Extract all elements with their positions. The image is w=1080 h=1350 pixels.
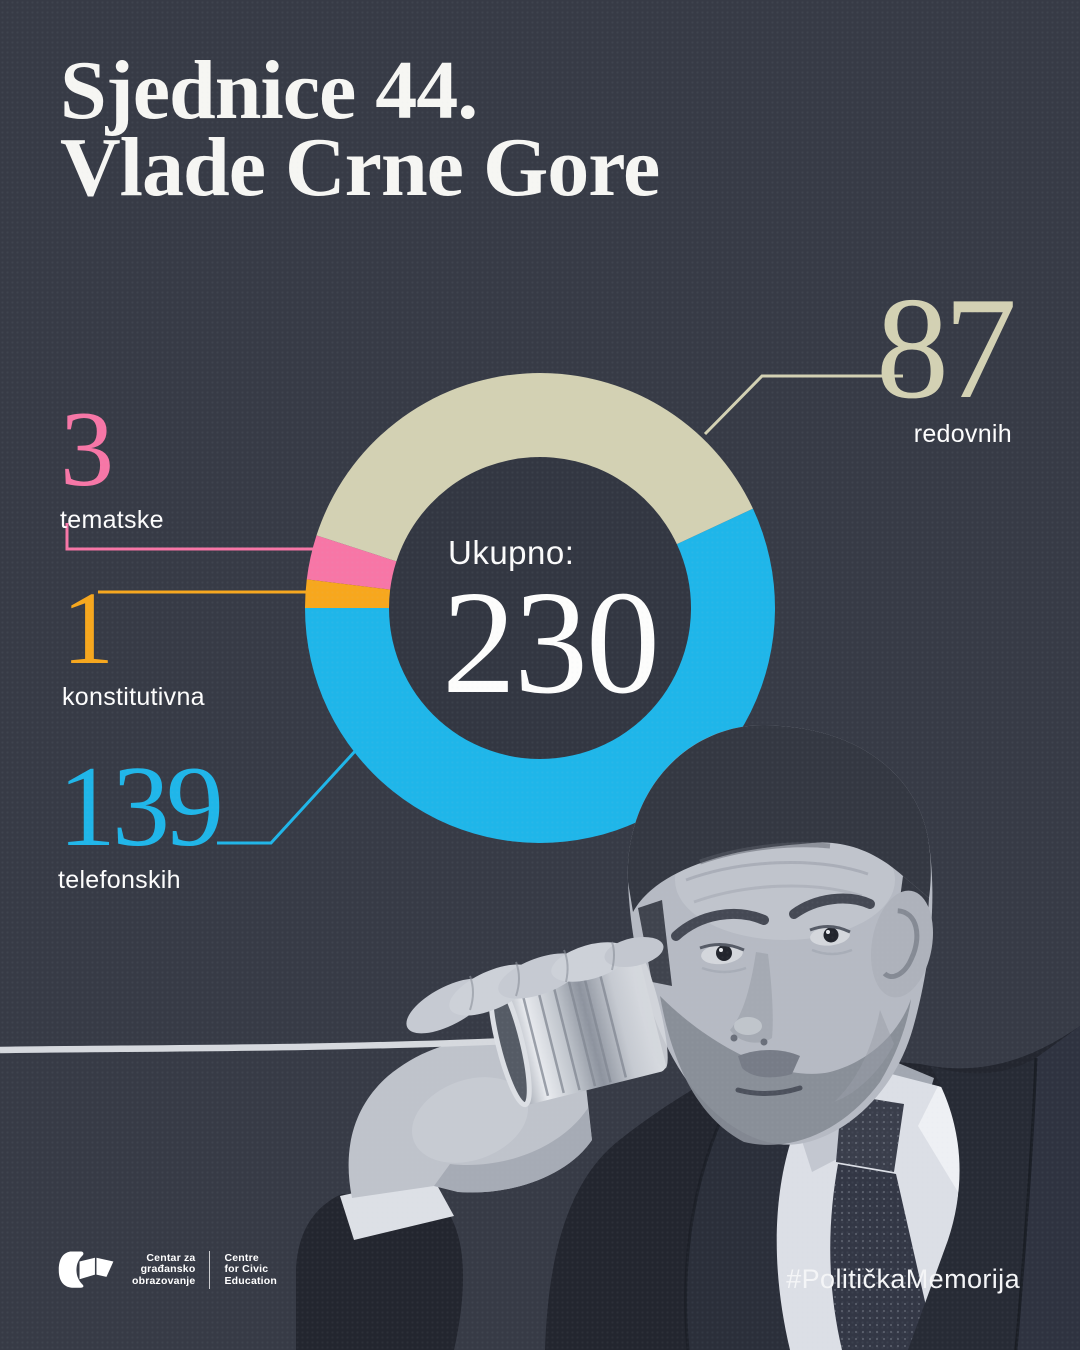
logo-text-local: Centar za građansko obrazovanje [132,1251,196,1287]
donut-segment-tematske [306,535,397,590]
callout-telefonskih: 139 telefonskih [58,743,224,895]
suit-sleeve [296,1194,464,1350]
connector-telefonskih [217,747,359,845]
ear [871,890,933,998]
connector-tematske [65,523,316,551]
callout-tematske: 3 tematske [60,390,164,535]
telefonskih-label: telefonskih [58,866,181,895]
tematske-value: 3 [60,390,114,509]
donut-segments [305,373,775,844]
cce-logo-icon [58,1251,114,1288]
hair [627,725,931,912]
total-label: Ukupno: [448,534,575,571]
head [627,725,933,1145]
total-value: 230 [442,561,660,725]
logo-text-english: Centre for Civic Education [224,1251,278,1287]
title-line-2: Vlade Crne Gore [60,121,660,214]
callout-redovnih: 87 redovnih [876,267,1017,449]
donut-segment-konstitutivna [305,579,391,608]
eyebrow-right [789,893,875,919]
redovnih-value: 87 [876,267,1017,429]
donut-segment-telefonskih [305,508,775,844]
eye-right [809,925,853,956]
redovnih-label: redovnih [913,419,1012,448]
eye-left [699,943,747,974]
donut-center-hole [387,455,693,761]
connector-redovnih [703,374,903,436]
donut-center-text: Ukupno: 230 [442,534,660,717]
tematske-label: tematske [60,506,164,535]
stubble [660,996,911,1145]
logo-divider [209,1251,211,1289]
callout-konstitutivna: 1 konstitutivna [62,571,205,712]
title-line-1: Sjednice 44. [60,44,478,137]
forehead-wrinkle [685,861,869,882]
cce-logo: Centar za građansko obrazovanje Centre f… [58,1246,277,1294]
konstitutivna-value: 1 [62,571,114,686]
eyebrow-left [671,909,769,941]
page-title: Sjednice 44. Vlade Crne Gore [60,44,660,214]
mouth [735,1085,803,1096]
donut-segment-redovnih [316,373,753,562]
telefonskih-value: 139 [58,743,224,871]
fingers [406,936,664,1034]
hashtag: #PolitičkaMemorija [786,1264,1020,1294]
forehead-wrinkle [693,884,863,904]
jacket-right-lapel [908,1058,1036,1350]
konstitutivna-label: konstitutivna [62,683,205,712]
string [0,1037,509,1054]
mustache [738,1050,800,1078]
